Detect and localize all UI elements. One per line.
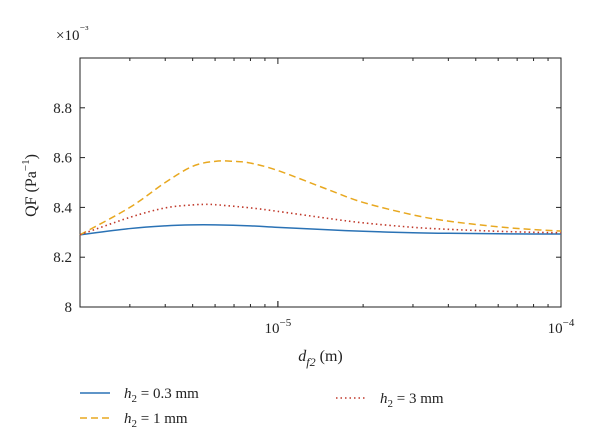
series-line-1 [79,223,562,236]
series-line-3 [79,203,562,236]
y-tick-label: 8 [65,300,73,316]
y-multiplier-label: ×10⁻³ [56,24,89,44]
y-tick-label: 8.2 [53,250,72,266]
y-tick-label: 8.4 [53,200,72,216]
legend-label-2: h2 = 1 mm [124,411,188,430]
series-line-2 [79,160,562,236]
y-axis-label: QF (Pa−1) [20,154,40,217]
y-tick-label: 8.6 [53,151,72,167]
legend-label-1: h2 = 0.3 mm [124,386,199,405]
x-axis-label: df2 (m) [298,348,342,369]
plot-area-frame [79,57,562,308]
x-tick-label: 10−5 [265,317,292,337]
x-tick-label: 10−4 [548,317,575,337]
y-tick-label: 8.8 [53,101,72,117]
legend-label-3: h2 = 3 mm [380,391,444,410]
